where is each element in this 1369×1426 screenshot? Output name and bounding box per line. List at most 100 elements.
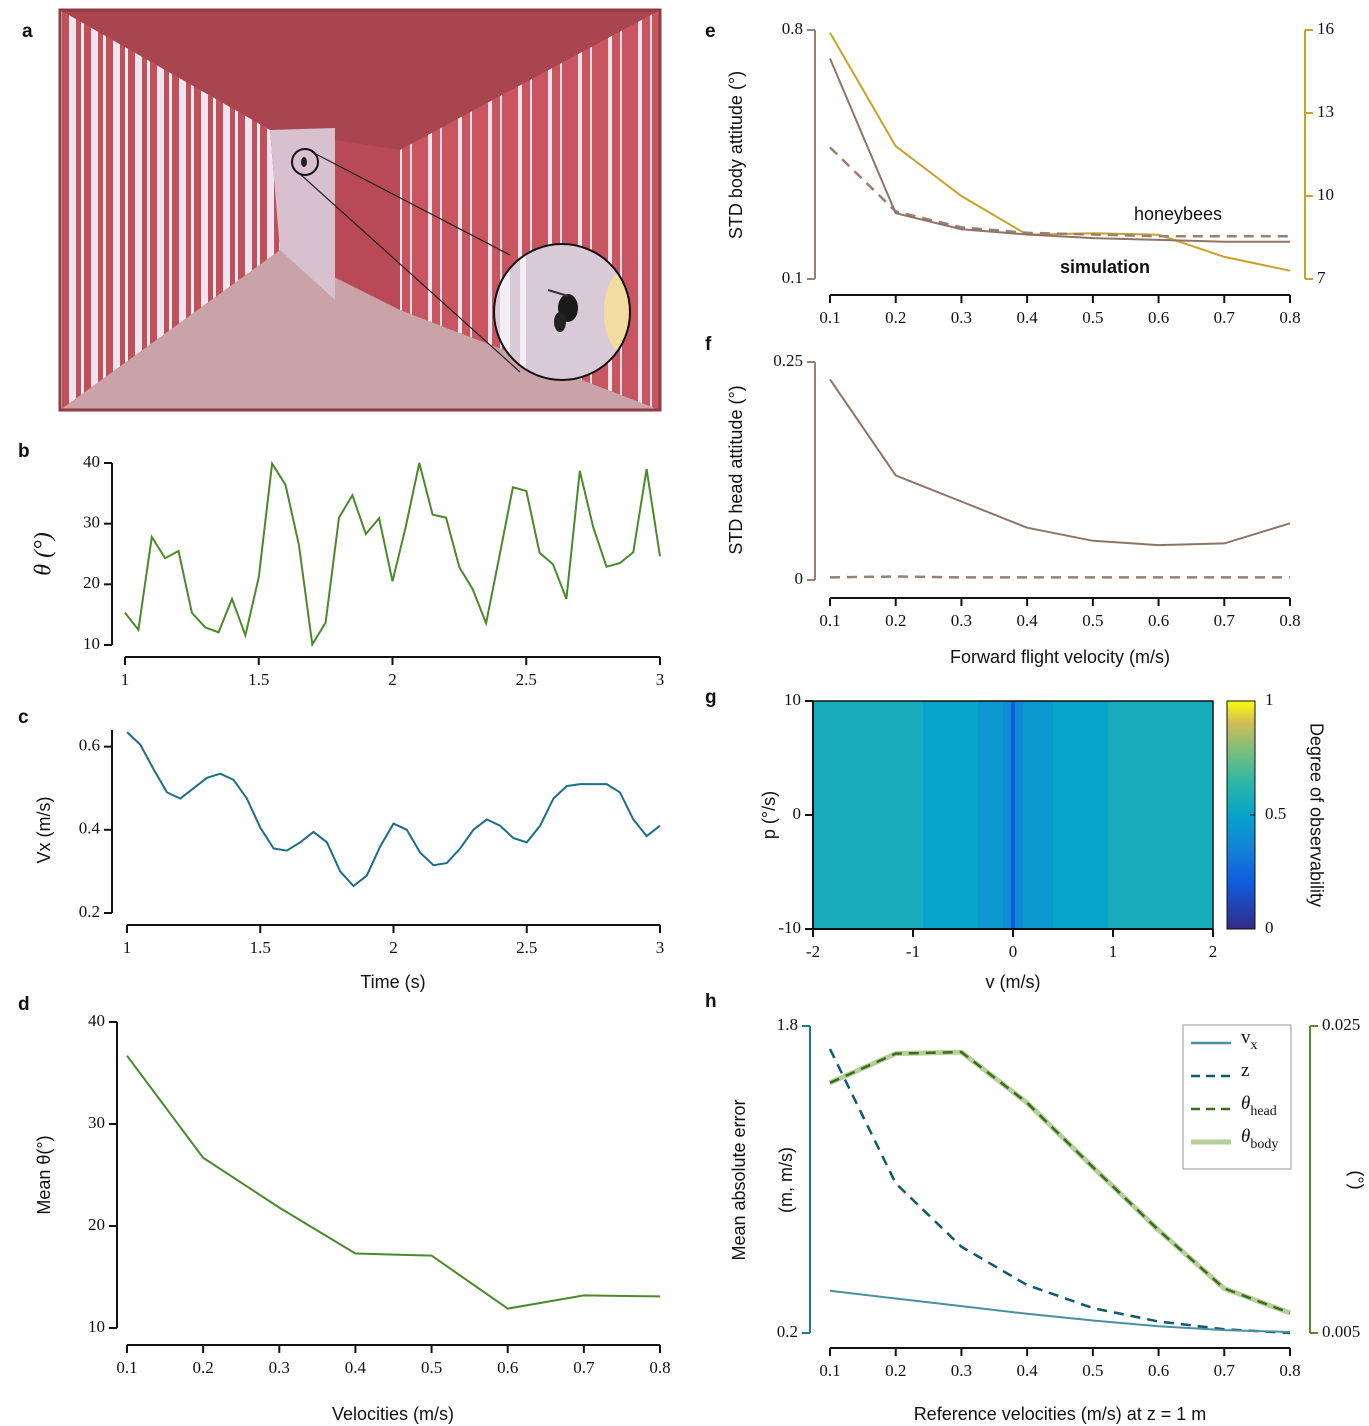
x-tick-label: 0.2: [885, 1361, 906, 1380]
y-axis-label: p (°/s): [759, 791, 779, 839]
y-tick-label: 0: [795, 569, 804, 588]
y2-tick-label: 10: [1317, 185, 1334, 204]
heatmap-cell: [1108, 701, 1213, 929]
heatmap-cell: [1015, 701, 1023, 929]
x-tick-label: 0.5: [1082, 1361, 1103, 1380]
x-tick-label: 0: [1009, 942, 1018, 961]
series-line: [829, 32, 1291, 272]
series-line: [829, 575, 1290, 579]
x-tick-label: 0.3: [951, 611, 972, 630]
x-tick-label: 0.6: [1148, 1361, 1169, 1380]
x-tick-label: 0.4: [1017, 1361, 1039, 1380]
x-tick-label: 0.5: [1082, 308, 1103, 327]
series-label: honeybees: [1134, 204, 1222, 224]
y2-axis-label: (°): [1346, 1170, 1366, 1189]
photo-tunnel: [58, 8, 662, 412]
x-axis-label: Velocities (m/s): [332, 1404, 454, 1424]
y2-tick-label: 7: [1317, 268, 1326, 287]
panel-label: e: [705, 21, 716, 42]
y-tick-label: -10: [778, 918, 801, 937]
x-tick-label: 0.6: [1148, 308, 1169, 327]
x-axis-label: Forward flight velocity (m/s): [950, 647, 1170, 667]
series-line: [829, 378, 1291, 547]
y-tick-label: 0.8: [782, 19, 803, 38]
y-tick-label: 40: [88, 1011, 105, 1030]
y-tick-label: 40: [83, 452, 100, 471]
x-axis-label: Time (s): [360, 972, 425, 992]
series-label: simulation: [1060, 257, 1150, 277]
x-tick-label: 0.2: [193, 1358, 214, 1377]
panel-label: c: [18, 707, 29, 728]
y2-tick-label: 16: [1317, 19, 1334, 38]
x-tick-label: 0.4: [345, 1358, 367, 1377]
y-tick-label: 20: [83, 573, 100, 592]
y-tick-label: 0.1: [782, 268, 803, 287]
x-tick-label: 0.1: [819, 308, 840, 327]
legend-label: vx: [1241, 1027, 1258, 1053]
x-tick-label: 0.2: [885, 308, 906, 327]
x-tick-label: 0.3: [951, 1361, 972, 1380]
x-tick-label: 0.8: [1279, 611, 1300, 630]
y-tick-label: 10: [88, 1317, 105, 1336]
x-tick-label: 0.7: [573, 1358, 595, 1377]
series-line: [829, 146, 1290, 238]
x-tick-label: 1.5: [248, 670, 269, 689]
legend-name: z: [1241, 1060, 1249, 1081]
heatmap-cell: [923, 701, 978, 929]
y-axis-unit: (m, m/s): [776, 1147, 796, 1213]
y-tick-label: 10: [784, 690, 801, 709]
colorbar-tick-label: 1: [1265, 690, 1274, 709]
series-line: [124, 460, 661, 648]
x-tick-label: 0.2: [885, 611, 906, 630]
heatmap-cell: [1011, 701, 1015, 929]
x-tick-label: 2: [1209, 942, 1218, 961]
y2-tick-label: 0.025: [1322, 1015, 1360, 1034]
series-line: [829, 1050, 1291, 1315]
legend-name: θ: [1241, 1126, 1250, 1147]
x-tick-label: 2: [389, 938, 398, 957]
legend-label: θhead: [1241, 1093, 1277, 1119]
heatmap-cell: [978, 701, 1003, 929]
y-tick-label: 0.2: [777, 1322, 798, 1341]
legend-label: z: [1241, 1060, 1249, 1081]
x-tick-label: 0.1: [116, 1358, 137, 1377]
x-tick-label: 0.4: [1017, 611, 1039, 630]
y-tick-label: 0.2: [79, 902, 100, 921]
legend-sub: x: [1251, 1038, 1258, 1053]
x-axis-label: v (m/s): [986, 972, 1041, 992]
x-tick-label: 0.3: [269, 1358, 290, 1377]
x-tick-label: 0.8: [649, 1358, 670, 1377]
series-line: [126, 731, 661, 888]
panel-label: a: [22, 21, 33, 42]
x-tick-label: 0.8: [1279, 1361, 1300, 1380]
series-line: [829, 1289, 1291, 1333]
y-tick-label: 0: [793, 804, 802, 823]
legend-name: θ: [1241, 1093, 1250, 1114]
legend-box: [1182, 1024, 1292, 1170]
x-tick-label: 3: [656, 938, 665, 957]
x-tick-label: 1: [121, 670, 130, 689]
y-tick-label: 20: [88, 1215, 105, 1234]
x-tick-label: -1: [906, 942, 920, 961]
y-tick-label: 30: [88, 1113, 105, 1132]
y2-tick-label: 0.005: [1322, 1322, 1360, 1341]
x-tick-label: 0.6: [1148, 611, 1169, 630]
legend-sub: body: [1250, 1137, 1278, 1152]
x-tick-label: 2.5: [516, 670, 537, 689]
x-tick-label: 0.7: [1214, 308, 1236, 327]
heatmap-cell: [1023, 701, 1053, 929]
x-tick-label: 2: [388, 670, 397, 689]
x-tick-label: 0.4: [1017, 308, 1039, 327]
panel-label: b: [18, 441, 30, 462]
x-tick-label: 1: [1109, 942, 1118, 961]
y-axis-label: Mean absolute error: [729, 1099, 749, 1260]
y-tick-label: 10: [83, 634, 100, 653]
x-tick-label: 0.7: [1214, 1361, 1236, 1380]
y2-tick-label: 13: [1317, 102, 1334, 121]
y-axis-label: θ (°): [31, 532, 57, 575]
series-line: [829, 58, 1290, 243]
colorbar-tick-label: 0.5: [1265, 804, 1286, 823]
y-axis-label: STD head attitude (°): [726, 385, 746, 554]
legend-label: θbody: [1241, 1126, 1278, 1152]
